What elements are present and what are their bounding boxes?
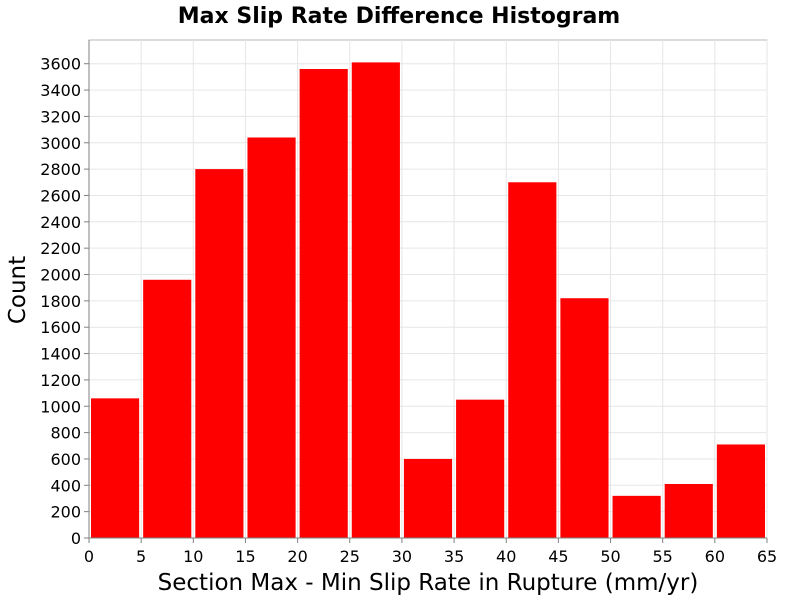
y-tick-label: 1400 — [40, 345, 81, 364]
y-tick-label: 1200 — [40, 371, 81, 390]
histogram-bar — [351, 62, 400, 539]
histogram-bar — [560, 298, 609, 538]
y-tick-label: 0 — [71, 529, 81, 548]
y-tick-label: 1800 — [40, 292, 81, 311]
x-tick-label: 15 — [235, 547, 255, 566]
histogram-bar — [247, 137, 296, 538]
y-tick-label: 600 — [50, 450, 81, 469]
histogram-bar — [456, 399, 505, 538]
y-axis-label: Count — [5, 256, 31, 324]
bars-group — [91, 62, 765, 539]
histogram-bar — [143, 279, 192, 538]
x-tick-label: 20 — [287, 547, 307, 566]
histogram-bar — [664, 483, 713, 538]
y-tick-label: 3600 — [40, 55, 81, 74]
y-tick-label: 3400 — [40, 81, 81, 100]
x-tick-label: 0 — [84, 547, 94, 566]
y-tick-label: 2600 — [40, 186, 81, 205]
y-tick-label: 800 — [50, 424, 81, 443]
y-tick-label: 3000 — [40, 134, 81, 153]
histogram-bar — [91, 398, 140, 538]
histogram-bar — [403, 458, 453, 538]
x-tick-label: 25 — [340, 547, 360, 566]
y-tick-label: 200 — [50, 503, 81, 522]
y-tick-label: 2800 — [40, 160, 81, 179]
chart-title: Max Slip Rate Difference Histogram — [178, 4, 620, 29]
x-tick-label: 60 — [705, 547, 725, 566]
y-tick-label: 1000 — [40, 397, 81, 416]
x-tick-label: 50 — [600, 547, 620, 566]
x-tick-label: 40 — [496, 547, 516, 566]
y-tick-label: 2400 — [40, 213, 81, 232]
histogram-bar — [195, 169, 244, 538]
histogram-bar — [508, 182, 557, 539]
x-tick-label: 65 — [757, 547, 777, 566]
x-tick-label: 35 — [444, 547, 464, 566]
histogram-bar — [299, 68, 348, 538]
y-tick-label: 1600 — [40, 318, 81, 337]
x-tick-label: 5 — [136, 547, 146, 566]
y-tick-label: 3200 — [40, 107, 81, 126]
x-tick-label: 10 — [183, 547, 203, 566]
x-tick-label: 45 — [548, 547, 568, 566]
x-tick-label: 30 — [392, 547, 412, 566]
x-axis-label: Section Max - Min Slip Rate in Rupture (… — [158, 570, 699, 596]
y-tick-label: 2000 — [40, 266, 81, 285]
y-tick-label: 2200 — [40, 239, 81, 258]
y-tick-label: 400 — [50, 476, 81, 495]
axes-group: 0 5 10 15 20 25 30 35 40 45 50 55 60 65 0 200 400 600 800 1… — [40, 40, 777, 566]
histogram-bar — [612, 495, 661, 538]
x-tick-label: 55 — [653, 547, 673, 566]
histogram-bar — [716, 444, 765, 538]
